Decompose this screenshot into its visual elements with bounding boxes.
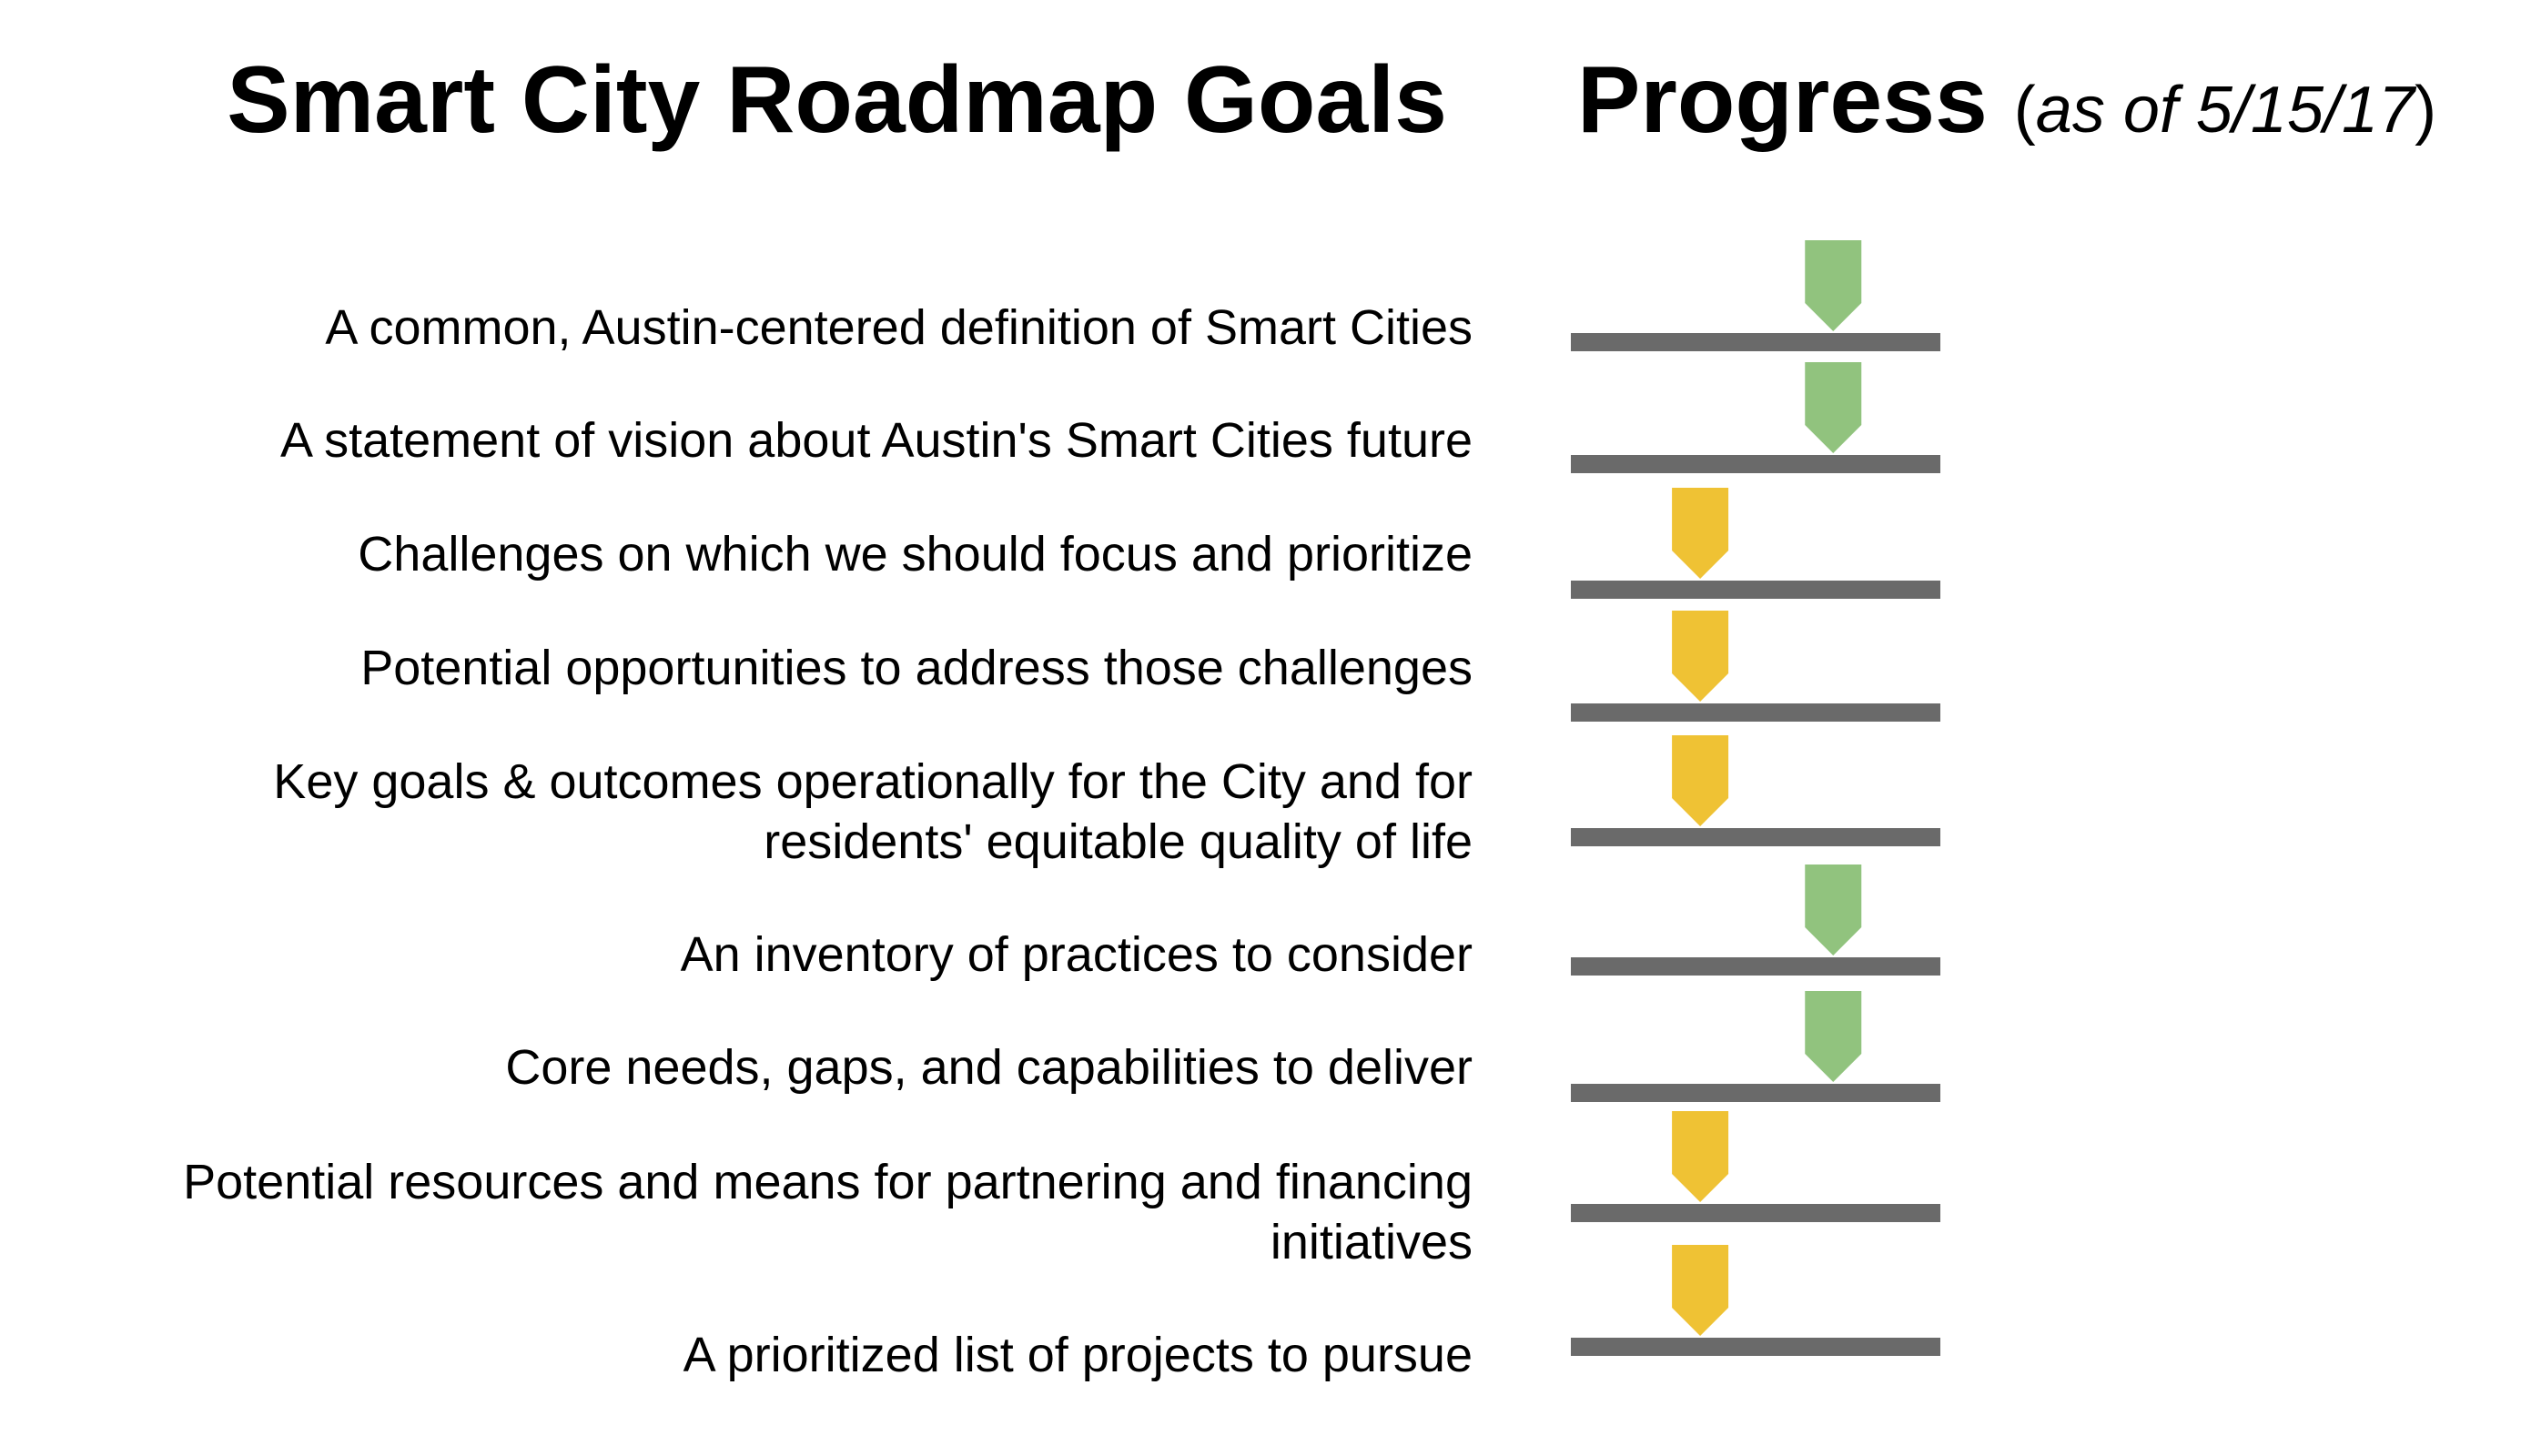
progress-track-1 <box>1571 333 1940 351</box>
goal-label-3: Challenges on which we should focus and … <box>358 527 1473 581</box>
progress-note-date: as of 5/15/17 <box>2035 74 2415 147</box>
progress-marker-1 <box>1805 240 1862 331</box>
progress-note-open: ( <box>2013 74 2036 147</box>
progress-marker-3 <box>1672 488 1729 579</box>
progress-note-close: ) <box>2415 74 2437 147</box>
goal-label-5: Key goals & outcomes operationally for t… <box>273 754 1473 869</box>
progress-track-5 <box>1571 828 1940 846</box>
progress-date-note: (as of 5/15/17) <box>2014 74 2436 147</box>
goal-label-2: A statement of vision about Austin's Sma… <box>280 413 1473 468</box>
goal-label-1: A common, Austin-centered definition of … <box>325 300 1473 355</box>
progress-track-7 <box>1571 1084 1940 1102</box>
progress-track-9 <box>1571 1338 1940 1356</box>
progress-marker-9 <box>1672 1245 1729 1336</box>
progress-marker-8 <box>1672 1111 1729 1202</box>
goal-label-4: Potential opportunities to address those… <box>360 641 1473 695</box>
progress-track-6 <box>1571 957 1940 976</box>
goal-label-9: A prioritized list of projects to pursue <box>683 1328 1473 1382</box>
progress-title-text: Progress <box>1577 47 1988 153</box>
progress-marker-5 <box>1672 735 1729 826</box>
progress-track-2 <box>1571 455 1940 473</box>
progress-marker-7 <box>1805 991 1862 1082</box>
goal-label-6: An inventory of practices to consider <box>680 927 1473 982</box>
progress-marker-6 <box>1805 864 1862 956</box>
progress-marker-2 <box>1805 362 1862 453</box>
progress-marker-4 <box>1672 611 1729 702</box>
goal-label-8: Potential resources and means for partne… <box>183 1155 1473 1269</box>
goal-label-7: Core needs, gaps, and capabilities to de… <box>505 1040 1473 1095</box>
goals-title: Smart City Roadmap Goals <box>227 47 1447 153</box>
progress-track-4 <box>1571 703 1940 722</box>
progress-track-3 <box>1571 581 1940 599</box>
progress-title: Progress (as of 5/15/17) <box>1577 40 2436 170</box>
progress-track-8 <box>1571 1204 1940 1222</box>
